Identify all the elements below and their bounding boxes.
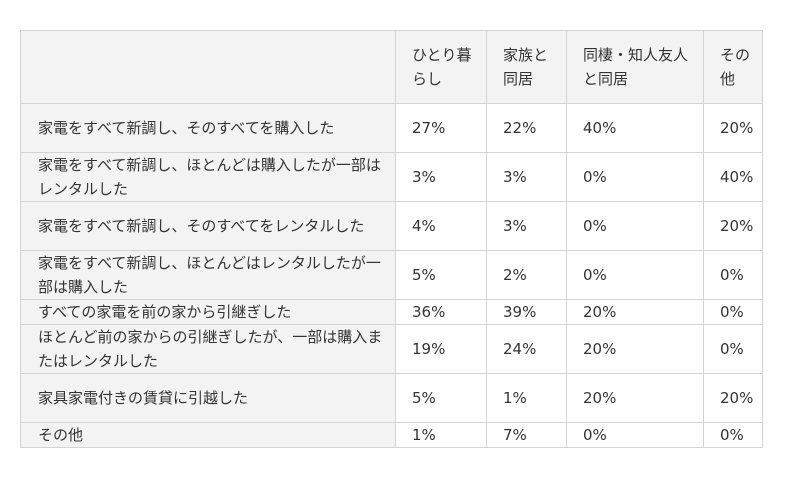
row-label: 家電をすべて新調し、そのすべてを購入した <box>20 103 396 153</box>
cell-other: 20% <box>703 103 763 153</box>
table-row: 家具家電付きの賃貸に引越した 5% 1% 20% 20% <box>20 373 763 423</box>
cell-living-alone: 5% <box>395 373 487 423</box>
header-living-alone: ひとり暮らし <box>395 30 487 104</box>
cell-with-family: 3% <box>486 152 567 202</box>
row-label: 家電をすべて新調し、ほとんどはレンタルしたが一部は購入した <box>20 250 396 300</box>
row-label: その他 <box>20 422 396 448</box>
table-row: ほとんど前の家からの引継ぎしたが、一部は購入またはレンタルした 19% 24% … <box>20 324 763 374</box>
cell-with-partner-friends: 20% <box>566 373 704 423</box>
table-row: 家電をすべて新調し、ほとんどはレンタルしたが一部は購入した 5% 2% 0% 0… <box>20 250 763 300</box>
cell-living-alone: 3% <box>395 152 487 202</box>
cell-with-partner-friends: 0% <box>566 152 704 202</box>
row-label: すべての家電を前の家から引継ぎした <box>20 299 396 325</box>
table-container: ひとり暮らし 家族と同居 同棲・知人友人と同居 その他 家電をすべて新調し、その… <box>20 30 763 448</box>
cell-other: 40% <box>703 152 763 202</box>
cell-other: 20% <box>703 201 763 251</box>
survey-table: ひとり暮らし 家族と同居 同棲・知人友人と同居 その他 家電をすべて新調し、その… <box>20 30 763 448</box>
row-label: 家電をすべて新調し、ほとんどは購入したが一部はレンタルした <box>20 152 396 202</box>
cell-with-family: 22% <box>486 103 567 153</box>
header-other: その他 <box>703 30 763 104</box>
header-row: ひとり暮らし 家族と同居 同棲・知人友人と同居 その他 <box>20 30 763 104</box>
cell-other: 20% <box>703 373 763 423</box>
cell-with-family: 2% <box>486 250 567 300</box>
cell-other: 0% <box>703 299 763 325</box>
header-empty <box>20 30 396 104</box>
table-row: その他 1% 7% 0% 0% <box>20 422 763 448</box>
table-row: 家電をすべて新調し、そのすべてを購入した 27% 22% 40% 20% <box>20 103 763 153</box>
cell-with-family: 24% <box>486 324 567 374</box>
header-with-family: 家族と同居 <box>486 30 567 104</box>
table-row: 家電をすべて新調し、そのすべてをレンタルした 4% 3% 0% 20% <box>20 201 763 251</box>
cell-living-alone: 1% <box>395 422 487 448</box>
row-label: ほとんど前の家からの引継ぎしたが、一部は購入またはレンタルした <box>20 324 396 374</box>
cell-other: 0% <box>703 422 763 448</box>
cell-with-partner-friends: 20% <box>566 299 704 325</box>
table-row: 家電をすべて新調し、ほとんどは購入したが一部はレンタルした 3% 3% 0% 4… <box>20 152 763 202</box>
cell-other: 0% <box>703 250 763 300</box>
cell-living-alone: 36% <box>395 299 487 325</box>
header-with-partner-friends: 同棲・知人友人と同居 <box>566 30 704 104</box>
cell-other: 0% <box>703 324 763 374</box>
row-label: 家具家電付きの賃貸に引越した <box>20 373 396 423</box>
cell-with-partner-friends: 20% <box>566 324 704 374</box>
cell-with-family: 3% <box>486 201 567 251</box>
table-row: すべての家電を前の家から引継ぎした 36% 39% 20% 0% <box>20 299 763 325</box>
cell-living-alone: 4% <box>395 201 487 251</box>
cell-with-family: 1% <box>486 373 567 423</box>
cell-with-partner-friends: 40% <box>566 103 704 153</box>
row-label: 家電をすべて新調し、そのすべてをレンタルした <box>20 201 396 251</box>
cell-living-alone: 27% <box>395 103 487 153</box>
cell-with-partner-friends: 0% <box>566 201 704 251</box>
cell-with-partner-friends: 0% <box>566 422 704 448</box>
cell-living-alone: 5% <box>395 250 487 300</box>
cell-with-family: 39% <box>486 299 567 325</box>
cell-living-alone: 19% <box>395 324 487 374</box>
cell-with-family: 7% <box>486 422 567 448</box>
cell-with-partner-friends: 0% <box>566 250 704 300</box>
